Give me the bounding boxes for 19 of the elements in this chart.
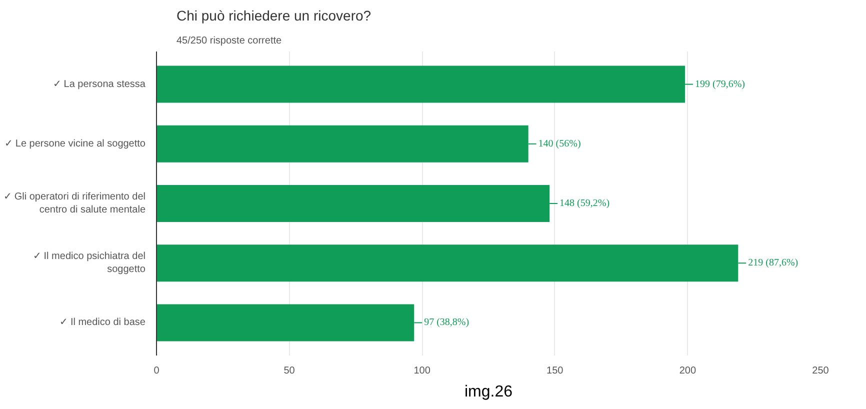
y-tick-label: ✓ Il medico psichiatra del soggetto	[33, 251, 146, 276]
x-tick-label: 0	[154, 366, 160, 376]
text: img.26	[464, 384, 513, 400]
chart-title: Chi può richiedere un ricovero?	[176, 8, 372, 24]
data-label: 199 (79,6%)	[695, 78, 746, 90]
chart-subtitle: 45/250 risposte corrette	[176, 36, 282, 46]
y-tick-label: ✓ Gli operatori di riferimento del centro di salute mentale	[4, 191, 146, 216]
x-tick-label: 150	[546, 366, 564, 376]
data-label: 97 (38,8%)	[424, 317, 470, 328]
data-label: 148 (59,2%)	[560, 198, 610, 209]
x-tick-label: 200	[679, 366, 696, 376]
x-tick-label: 250	[812, 366, 830, 376]
y-tick-label: ✓ Le persone vicine al soggetto	[4, 138, 146, 150]
y-tick-label: ✓ Il medico di base	[60, 317, 146, 328]
x-tick-label: 100	[414, 366, 431, 376]
data-label: 219 (87,6%)	[748, 258, 798, 269]
x-tick-label: 50	[284, 366, 296, 376]
data-label: 140 (56%)	[538, 138, 581, 150]
y-tick-label: ✓ La persona stessa	[53, 78, 146, 90]
